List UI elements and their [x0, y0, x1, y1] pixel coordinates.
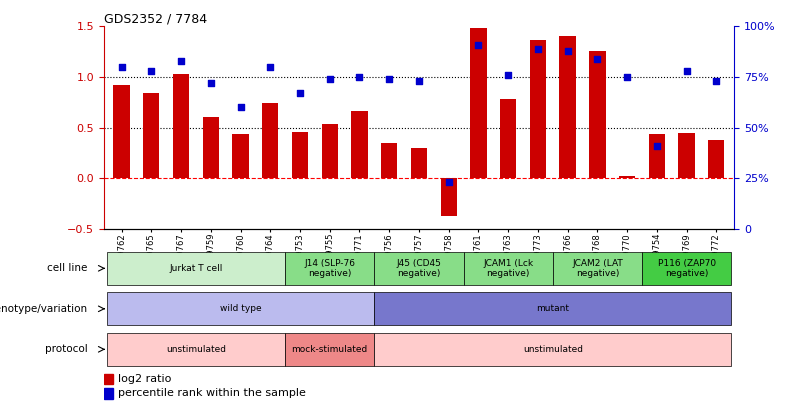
Bar	[440, 178, 457, 215]
Bar	[113, 85, 130, 178]
Bar	[649, 134, 665, 178]
Bar	[203, 117, 219, 178]
Text: mutant: mutant	[536, 304, 569, 313]
Point	[531, 45, 544, 52]
Bar	[530, 40, 546, 178]
Text: Jurkat T cell: Jurkat T cell	[169, 264, 223, 273]
Text: J45 (CD45
negative): J45 (CD45 negative)	[397, 259, 441, 278]
Text: protocol: protocol	[45, 344, 88, 354]
Text: wild type: wild type	[219, 304, 261, 313]
Point	[650, 143, 663, 149]
Bar	[262, 103, 279, 178]
Bar	[464, 252, 553, 285]
Bar	[292, 132, 308, 178]
Point	[145, 68, 158, 74]
Bar	[589, 51, 606, 178]
Point	[234, 104, 247, 111]
Bar	[381, 143, 397, 178]
Bar	[107, 292, 374, 325]
Point	[383, 76, 396, 82]
Point	[502, 72, 515, 78]
Point	[353, 74, 365, 80]
Point	[204, 80, 217, 86]
Point	[621, 74, 634, 80]
Text: JCAM2 (LAT
negative): JCAM2 (LAT negative)	[572, 259, 622, 278]
Bar	[411, 148, 427, 178]
Bar	[143, 93, 160, 178]
Point	[591, 55, 604, 62]
Text: unstimulated: unstimulated	[166, 345, 226, 354]
Bar	[374, 333, 731, 366]
Bar	[642, 252, 731, 285]
Point	[680, 68, 693, 74]
Bar	[285, 333, 374, 366]
Point	[323, 76, 336, 82]
Text: unstimulated: unstimulated	[523, 345, 583, 354]
Bar	[107, 252, 285, 285]
Bar	[232, 134, 249, 178]
Bar	[559, 36, 576, 178]
Text: GDS2352 / 7784: GDS2352 / 7784	[104, 12, 207, 25]
Bar	[285, 252, 374, 285]
Point	[710, 78, 723, 84]
Bar	[104, 373, 113, 384]
Bar	[374, 292, 731, 325]
Point	[264, 64, 277, 70]
Point	[294, 90, 306, 96]
Bar	[708, 140, 725, 178]
Text: J14 (SLP-76
negative): J14 (SLP-76 negative)	[304, 259, 355, 278]
Bar	[322, 124, 338, 178]
Bar	[619, 176, 635, 178]
Bar	[173, 74, 189, 178]
Bar	[553, 252, 642, 285]
Bar	[374, 252, 464, 285]
Text: JCAM1 (Lck
negative): JCAM1 (Lck negative)	[483, 259, 533, 278]
Bar	[470, 28, 487, 178]
Point	[413, 78, 425, 84]
Point	[115, 64, 128, 70]
Point	[472, 41, 485, 48]
Text: log2 ratio: log2 ratio	[118, 374, 172, 384]
Bar	[104, 388, 113, 399]
Text: mock-stimulated: mock-stimulated	[291, 345, 368, 354]
Bar	[500, 99, 516, 178]
Text: genotype/variation: genotype/variation	[0, 304, 88, 314]
Point	[561, 47, 574, 54]
Text: P116 (ZAP70
negative): P116 (ZAP70 negative)	[658, 259, 716, 278]
Point	[175, 58, 188, 64]
Bar	[351, 111, 368, 178]
Point	[442, 179, 455, 185]
Text: percentile rank within the sample: percentile rank within the sample	[118, 388, 306, 399]
Bar	[678, 133, 695, 178]
Text: cell line: cell line	[47, 263, 88, 273]
Bar	[107, 333, 285, 366]
